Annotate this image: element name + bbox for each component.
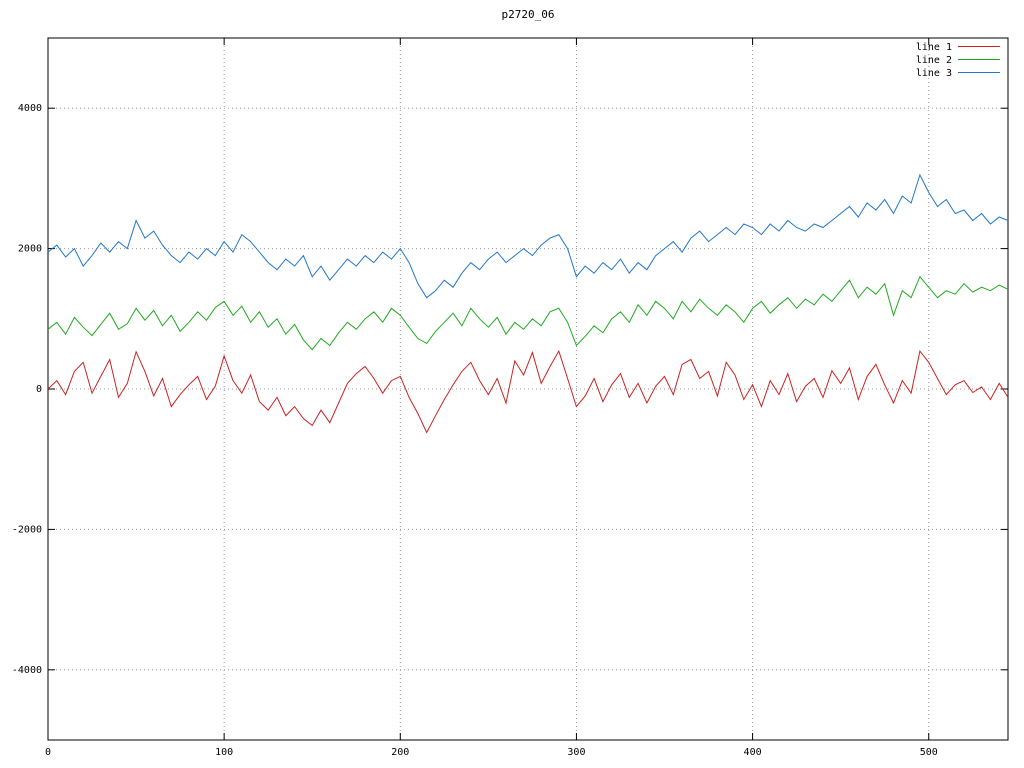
chart-title: p2720_06 xyxy=(501,8,555,21)
legend-label: line 2 xyxy=(916,55,952,66)
y-tick-label: -2000 xyxy=(12,524,42,535)
legend-label: line 3 xyxy=(916,68,952,79)
y-tick-label: 2000 xyxy=(18,244,42,255)
x-tick-label: 400 xyxy=(744,747,762,758)
series-line-2 xyxy=(47,275,1009,351)
x-tick-label: 200 xyxy=(391,747,409,758)
y-tick-label: 0 xyxy=(36,384,42,395)
x-tick-label: 100 xyxy=(215,747,233,758)
x-tick-label: 0 xyxy=(45,747,51,758)
series-line-3 xyxy=(47,173,1009,299)
y-tick-label: -4000 xyxy=(12,665,42,676)
x-tick-label: 500 xyxy=(920,747,938,758)
legend-label: line 1 xyxy=(916,42,952,53)
y-tick-label: 4000 xyxy=(18,103,42,114)
series-line-1 xyxy=(47,349,1009,434)
x-tick-label: 300 xyxy=(567,747,585,758)
